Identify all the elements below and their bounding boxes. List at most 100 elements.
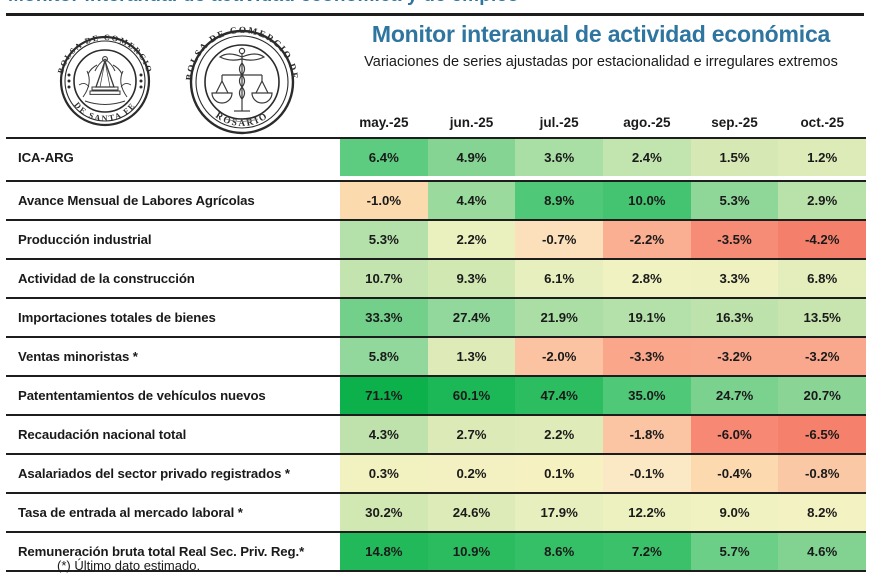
row-values: 14.8% 10.9% 8.6% 7.2% 5.7% 4.6% — [340, 533, 867, 570]
row-label: Asalariados del sector privado registrad… — [6, 455, 340, 492]
heatmap-cell: 6.4% — [340, 139, 428, 176]
row-values: 10.7% 9.3% 6.1% 2.8% 3.3% 6.8% — [340, 260, 867, 297]
column-header-jul-25: jul.-25 — [539, 115, 579, 130]
heatmap-cell: -4.2% — [778, 221, 867, 258]
heatmap-cell: 20.7% — [778, 377, 867, 414]
heatmap-cell: 14.8% — [340, 533, 428, 570]
title-block: Monitor interanual de actividad económic… — [336, 21, 866, 73]
row-label: Importaciones totales de bienes — [6, 299, 340, 336]
row-label: Recaudación nacional total — [6, 416, 340, 453]
heatmap-cell: -2.0% — [515, 338, 604, 375]
row-values: 4.3% 2.7% 2.2% -1.8% -6.0% -6.5% — [340, 416, 867, 453]
heatmap-cell: -1.8% — [603, 416, 691, 453]
page-subtitle: Variaciones de series ajustadas por esta… — [364, 54, 838, 71]
page-title: Monitor interanual de actividad económic… — [371, 21, 831, 47]
heatmap-cell: 2.2% — [427, 221, 516, 258]
heatmap-cell: 6.8% — [778, 260, 867, 297]
table-row: Remuneración bruta total Real Sec. Priv.… — [6, 531, 867, 572]
table-row: Producción industrial 5.3% 2.2% -0.7% -2.2% -… — [6, 219, 867, 258]
heatmap-cell: 0.3% — [340, 455, 428, 492]
row-values: 5.3% 2.2% -0.7% -2.2% -3.5% -4.2% — [340, 221, 867, 258]
heatmap-cell: -3.5% — [690, 221, 779, 258]
report-header: BOLSA DE COMERCIO DE SANTA FE — [0, 17, 870, 135]
heatmap-cell: 4.4% — [427, 182, 516, 219]
column-header-oct-25: oct.-25 — [800, 115, 844, 130]
heatmap-cell: 5.3% — [690, 182, 779, 219]
column-header-row: may.-25 jun.-25 jul.-25 ago.-25 sep.-25 oct.-… — [340, 112, 866, 134]
table-row: Recaudación nacional total 4.3% 2.7% 2.2% -1… — [6, 414, 867, 453]
heatmap-cell: 0.2% — [427, 455, 516, 492]
heatmap-cell: 24.6% — [427, 494, 516, 531]
heatmap-cell: -3.2% — [778, 338, 867, 375]
row-label: Tasa de entrada al mercado laboral * — [6, 494, 340, 531]
heatmap-cell: -2.2% — [603, 221, 691, 258]
heatmap-cell: -0.8% — [778, 455, 867, 492]
table-row: Patententamientos de vehículos nuevos 71.… — [6, 375, 867, 414]
column-header-sep-25: sep.-25 — [711, 115, 758, 130]
heatmap-cell: 60.1% — [427, 377, 516, 414]
bolsa-de-comercio-de-rosario-logo: BOLSA DE COMERCIO DE ROSARIO — [178, 19, 306, 145]
heatmap-cell: 3.6% — [515, 139, 604, 176]
row-label: Patententamientos de vehículos nuevos — [6, 377, 340, 414]
footnote: (*) Último dato estimado. — [57, 558, 201, 573]
heatmap-cell: 33.3% — [340, 299, 428, 336]
heatmap-cell: 5.7% — [690, 533, 779, 570]
row-label: Producción industrial — [6, 221, 340, 258]
heatmap-cell: -3.2% — [690, 338, 779, 375]
bolsa-de-comercio-de-santa-fe-logo: BOLSA DE COMERCIO DE SANTA FE — [45, 25, 165, 137]
column-header-ago-25: ago.-25 — [623, 115, 671, 130]
header-top-rule — [6, 13, 864, 16]
heatmap-cell: 4.9% — [427, 139, 516, 176]
column-header-may-25: may.-25 — [359, 115, 409, 130]
clipped-headline-text: Monitor interanual de actividad económic… — [8, 0, 519, 7]
table-row: Ventas minoristas * 5.8% 1.3% -2.0% -3.3% -3.… — [6, 336, 867, 375]
row-label: Avance Mensual de Labores Agrícolas — [6, 182, 340, 219]
table-row: Avance Mensual de Labores Agrícolas -1.0%… — [6, 180, 867, 219]
row-label: ICA-ARG — [6, 139, 340, 176]
heatmap-cell: 5.3% — [340, 221, 428, 258]
row-values: 33.3% 27.4% 21.9% 19.1% 16.3% 13.5% — [340, 299, 867, 336]
table-row: ICA-ARG 6.4% 4.9% 3.6% 2.4% 1.5% 1.2% — [6, 137, 867, 176]
heatmap-cell: 2.7% — [427, 416, 516, 453]
heatmap-cell: 8.9% — [515, 182, 604, 219]
heatmap-cell: 21.9% — [515, 299, 604, 336]
heatmap-cell: 13.5% — [778, 299, 867, 336]
row-values: 30.2% 24.6% 17.9% 12.2% 9.0% 8.2% — [340, 494, 867, 531]
heatmap-cell: 9.3% — [427, 260, 516, 297]
heatmap-cell: 24.7% — [690, 377, 779, 414]
heatmap-cell: 10.0% — [603, 182, 691, 219]
row-values: 0.3% 0.2% 0.1% -0.1% -0.4% -0.8% — [340, 455, 867, 492]
heatmap-cell: 8.2% — [778, 494, 867, 531]
heatmap-cell: 8.6% — [515, 533, 604, 570]
heatmap-cell: 4.6% — [778, 533, 867, 570]
table-row: Tasa de entrada al mercado laboral * 30.2… — [6, 492, 867, 531]
table-row: Asalariados del sector privado registrad… — [6, 453, 867, 492]
heatmap-cell: 12.2% — [603, 494, 691, 531]
heatmap-cell: -1.0% — [340, 182, 428, 219]
table-row: Importaciones totales de bienes 33.3% 27.4… — [6, 297, 867, 336]
heatmap-cell: 10.9% — [427, 533, 516, 570]
heatmap-cell: 1.5% — [690, 139, 779, 176]
heatmap-cell: -3.3% — [603, 338, 691, 375]
heatmap-cell: 17.9% — [515, 494, 604, 531]
heatmap-cell: 9.0% — [690, 494, 779, 531]
heatmap-cell: 16.3% — [690, 299, 779, 336]
table-row: Actividad de la construcción 10.7% 9.3% 6.1… — [6, 258, 867, 297]
column-header-jun-25: jun.-25 — [449, 115, 494, 130]
indicators-table: ICA-ARG 6.4% 4.9% 3.6% 2.4% 1.5% 1.2% Avance Me… — [6, 137, 867, 572]
row-values: -1.0% 4.4% 8.9% 10.0% 5.3% 2.9% — [340, 182, 867, 219]
clipped-headline-strip: Monitor interanual de actividad económic… — [0, 0, 870, 13]
row-label: Remuneración bruta total Real Sec. Priv.… — [6, 533, 340, 570]
heatmap-cell: 27.4% — [427, 299, 516, 336]
heatmap-cell: 0.1% — [515, 455, 604, 492]
heatmap-cell: 30.2% — [340, 494, 428, 531]
row-label: Actividad de la construcción — [6, 260, 340, 297]
heatmap-cell: 2.2% — [515, 416, 604, 453]
heatmap-cell: 2.4% — [603, 139, 691, 176]
heatmap-cell: 5.8% — [340, 338, 428, 375]
row-values: 6.4% 4.9% 3.6% 2.4% 1.5% 1.2% — [340, 139, 867, 176]
heatmap-cell: -0.4% — [690, 455, 779, 492]
heatmap-cell: 6.1% — [515, 260, 604, 297]
heatmap-cell: 71.1% — [340, 377, 428, 414]
